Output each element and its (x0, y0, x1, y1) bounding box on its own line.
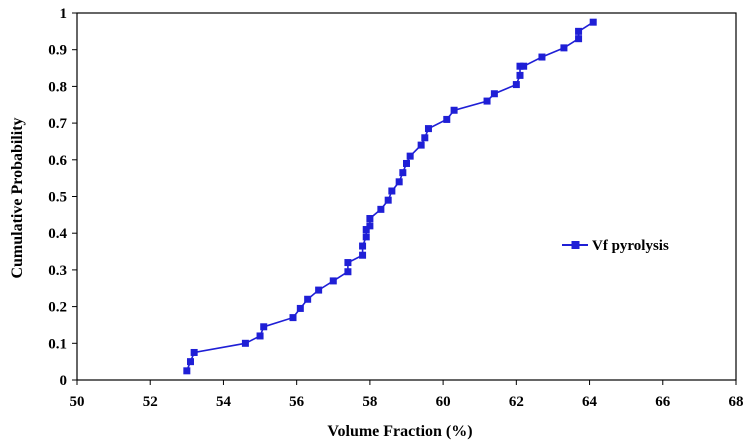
y-tick-label: 0.3 (48, 263, 67, 279)
data-point (359, 251, 367, 259)
data-point (417, 141, 425, 149)
plot-area-frame (76, 12, 737, 381)
data-point (395, 178, 403, 186)
legend-marker-swatch (571, 241, 580, 249)
y-tick-label: 0.8 (48, 79, 67, 95)
x-tick-label: 58 (362, 394, 377, 410)
data-point (483, 97, 491, 105)
y-tick-label: 0.9 (48, 43, 67, 59)
data-point (388, 187, 396, 195)
legend: Vf pyrolysis (562, 238, 669, 254)
y-axis-title: Cumulative Probability (9, 117, 26, 278)
data-point (575, 27, 583, 35)
data-point (575, 35, 583, 43)
x-tick-label: 54 (216, 394, 232, 410)
data-point (424, 125, 432, 133)
data-point (406, 152, 414, 160)
x-axis-title: Volume Fraction (%) (327, 423, 472, 440)
data-point (516, 62, 524, 70)
data-point (183, 367, 191, 375)
data-point (362, 233, 370, 241)
data-point (329, 277, 337, 285)
data-point (366, 222, 374, 230)
y-tick-label: 0.6 (48, 153, 67, 169)
data-point (315, 286, 323, 294)
series-line-vf-pyrolysis (186, 21, 594, 372)
data-point (344, 268, 352, 276)
data-point (403, 159, 410, 167)
data-point (490, 90, 498, 98)
data-point (384, 196, 392, 204)
data-point (304, 295, 312, 303)
data-point (186, 358, 194, 366)
x-tick-label: 52 (143, 394, 158, 410)
x-axis-ticks (76, 380, 737, 385)
data-point (260, 323, 268, 331)
data-point (443, 115, 451, 123)
data-point (296, 304, 304, 312)
data-point (421, 134, 429, 142)
data-point (512, 81, 520, 89)
data-point (450, 106, 458, 114)
y-tick-label: 0.4 (48, 226, 67, 242)
data-point (359, 242, 367, 250)
data-point (560, 44, 568, 52)
y-tick-label: 0.7 (48, 116, 67, 132)
x-tick-label: 56 (289, 394, 305, 410)
x-tick-label: 66 (655, 394, 671, 410)
y-tick-label: 0.1 (48, 336, 67, 352)
data-point (538, 53, 546, 61)
y-axis-ticks (72, 12, 77, 381)
data-point (241, 339, 249, 347)
x-tick-label: 62 (509, 394, 524, 410)
data-point (377, 205, 385, 213)
series-layer (183, 18, 597, 375)
data-point (399, 169, 407, 177)
y-tick-labels: 0 0.1 0.2 0.3 0.4 0.5 0.6 0.7 0.8 0.9 1 (48, 6, 67, 389)
data-point (366, 215, 374, 223)
y-tick-label: 0 (60, 373, 68, 389)
x-tick-label: 50 (70, 394, 85, 410)
x-tick-label: 64 (582, 394, 598, 410)
x-tick-label: 68 (729, 394, 744, 410)
data-point (289, 314, 297, 322)
y-tick-label: 1 (60, 6, 68, 22)
data-point (520, 62, 528, 70)
data-point (344, 259, 352, 267)
data-point (190, 348, 198, 356)
data-point (362, 226, 370, 234)
y-tick-label: 0.2 (48, 300, 67, 316)
data-point (516, 71, 524, 79)
y-tick-label: 0.5 (48, 190, 67, 206)
data-point (589, 18, 597, 26)
x-tick-label: 60 (436, 394, 451, 410)
data-point (256, 332, 264, 340)
x-tick-labels: 50 52 54 56 58 60 62 64 66 68 (70, 394, 744, 410)
legend-label-vf-pyrolysis: Vf pyrolysis (592, 238, 669, 254)
